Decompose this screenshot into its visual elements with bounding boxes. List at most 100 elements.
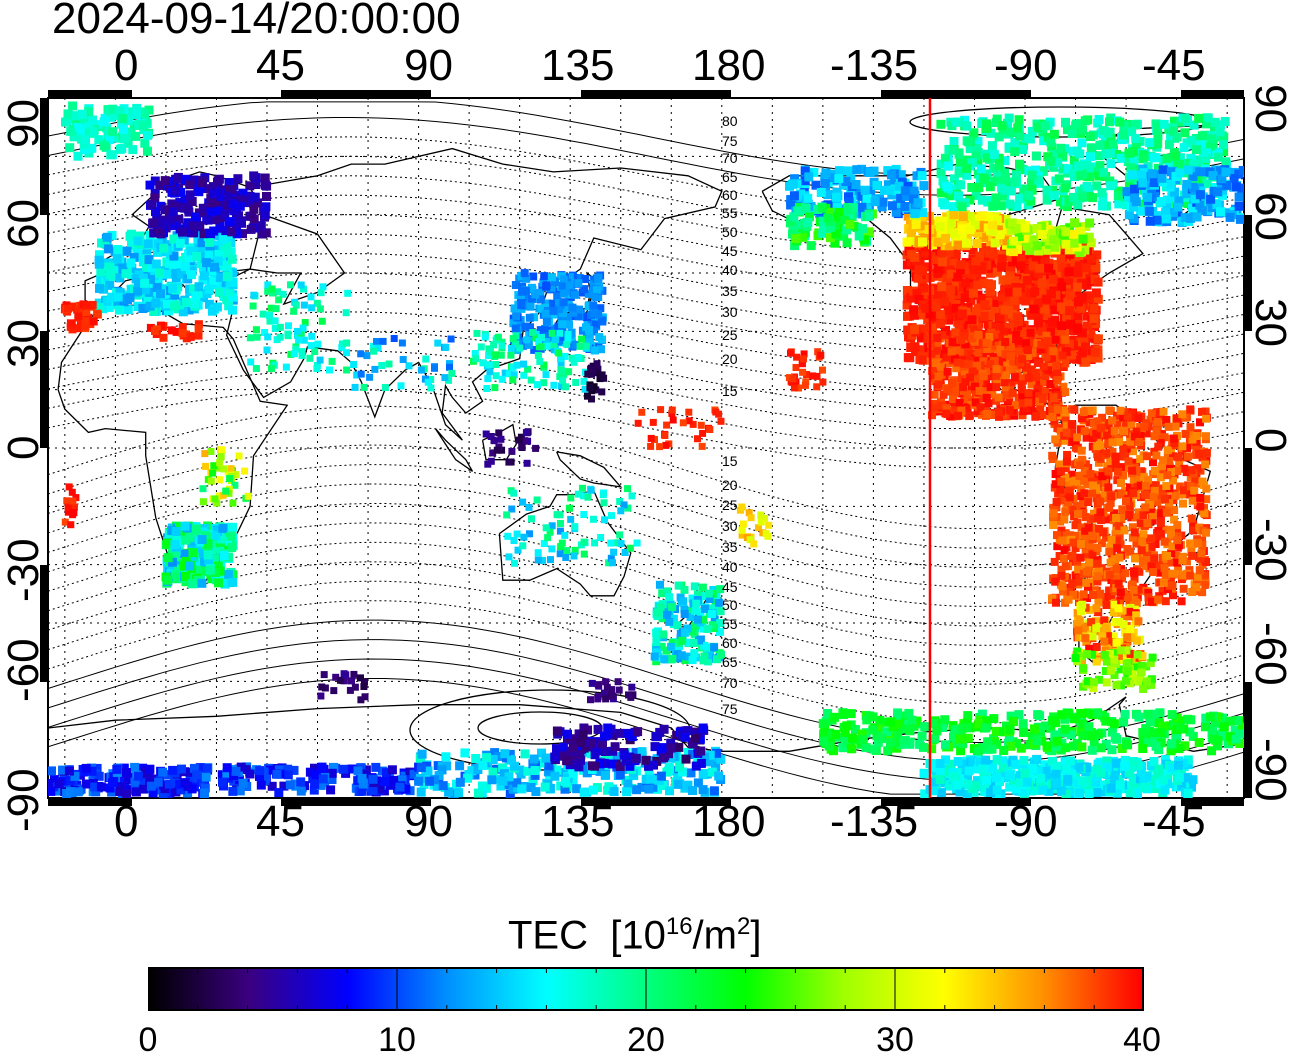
tec-cell [1023, 264, 1033, 274]
tec-cell [977, 195, 987, 205]
tec-cell [1024, 389, 1033, 398]
tec-cell [986, 383, 995, 392]
tec-cell [857, 191, 867, 201]
tec-cell [1138, 537, 1147, 546]
tec-cell [877, 202, 887, 212]
tec-cell [858, 224, 868, 234]
tec-cell [932, 726, 942, 736]
tec-cell [982, 339, 991, 348]
tec-cell [983, 319, 993, 329]
tec-cell [437, 765, 447, 775]
tec-cell [1022, 777, 1032, 787]
tec-cell [977, 764, 987, 774]
tec-cell [1172, 713, 1182, 723]
tec-cell [1106, 181, 1116, 191]
tec-cell [176, 785, 186, 795]
tec-cell [844, 192, 853, 202]
tec-cell [1186, 136, 1196, 146]
tec-cell [1197, 140, 1207, 150]
tec-cell [425, 776, 434, 786]
tec-cell [1172, 551, 1181, 560]
tec-cell [368, 785, 378, 795]
tec-cell [1069, 238, 1079, 248]
tec-cell [928, 367, 937, 375]
tec-cell [1018, 399, 1027, 408]
tec-cell [1061, 335, 1070, 344]
tec-cell [995, 312, 1005, 322]
tec-cell [1196, 493, 1205, 502]
tec-cell [937, 282, 947, 292]
tec-cell [982, 153, 992, 163]
tec-cell [526, 783, 536, 792]
tec-cell [116, 782, 126, 792]
tec-cell [1055, 460, 1064, 469]
tec-cell [1167, 558, 1176, 567]
tec-cell [971, 307, 981, 317]
tec-cell [423, 766, 433, 776]
tec-cell [1019, 756, 1029, 765]
tec-cell [171, 787, 181, 797]
tec-cell [1050, 305, 1060, 315]
tec-cell [904, 708, 914, 718]
tec-cell [1145, 216, 1155, 226]
tec-cell [953, 240, 963, 250]
tec-cell [893, 730, 903, 740]
tec-cell [966, 373, 974, 382]
tec-cell [499, 769, 509, 779]
tec-cell [949, 258, 959, 268]
tec-cell [918, 742, 928, 752]
tec-cell [1149, 493, 1158, 502]
tec-cell [1215, 127, 1225, 137]
tec-cell [1123, 408, 1132, 417]
tec-cell [1049, 150, 1059, 159]
tec-cell [1122, 676, 1130, 685]
tec-cell [1038, 395, 1047, 403]
tec-cell [994, 132, 1004, 142]
tec-cell [552, 765, 562, 775]
tec-cell [842, 721, 852, 731]
tec-cell [1060, 554, 1068, 563]
tec-cell [933, 263, 943, 273]
tec-cell [347, 764, 357, 774]
tec-cell [1161, 214, 1171, 224]
tec-cell [504, 780, 514, 790]
tec-cell [1166, 133, 1176, 143]
tec-cell [938, 272, 948, 282]
tec-cell [1100, 487, 1109, 496]
tec-cell [1061, 743, 1071, 753]
tec-cell [471, 754, 481, 763]
tec-cell [1049, 129, 1059, 139]
tec-cell [839, 231, 849, 241]
tec-cell [1018, 355, 1027, 364]
tec-cell [296, 777, 306, 787]
tec-cell [963, 733, 973, 743]
tec-cell [985, 332, 994, 341]
tec-cell [482, 753, 491, 763]
tec-cell [823, 213, 833, 223]
coastline [498, 490, 632, 597]
tec-cell [831, 222, 841, 232]
tec-cell [927, 744, 937, 754]
tec-cell [968, 288, 978, 298]
tec-cell [1129, 447, 1137, 456]
tec-cell [943, 367, 952, 376]
tec-cell [790, 174, 800, 184]
tec-cell [1144, 475, 1152, 484]
tec-cell [1124, 210, 1134, 220]
tec-cell [1051, 355, 1061, 364]
tec-cell [1056, 302, 1066, 312]
tec-cell [984, 248, 994, 258]
tec-cell [1061, 789, 1071, 798]
tec-cell [992, 785, 1002, 795]
tec-cell [1202, 448, 1211, 457]
lon-label-top: -135 [830, 41, 919, 90]
tec-cell [1105, 547, 1114, 556]
tec-cell [1052, 736, 1062, 746]
tec-cell [1048, 451, 1057, 460]
tec-cell [1213, 736, 1223, 746]
tec-cell [1061, 416, 1070, 425]
tec-cell [951, 249, 961, 259]
tec-cell [1208, 139, 1218, 149]
tec-cell [1082, 291, 1092, 301]
tec-cell [1057, 526, 1066, 535]
